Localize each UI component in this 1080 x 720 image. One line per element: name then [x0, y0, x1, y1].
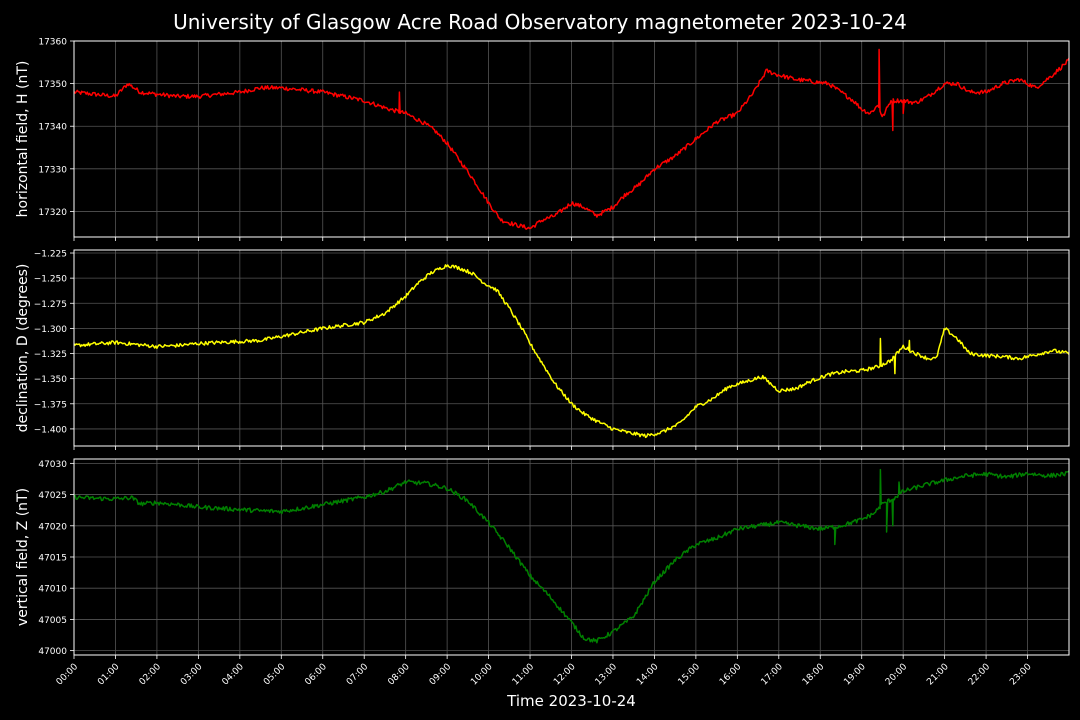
y-tick-label: −1.375 [34, 400, 67, 410]
x-tick-label: 01:00 [96, 662, 122, 688]
axes-frame [73, 40, 1070, 238]
series-Z [74, 468, 1069, 644]
y-tick-label: 17340 [38, 123, 67, 133]
x-tick-label: 16:00 [718, 662, 744, 688]
x-tick-label: 20:00 [884, 662, 910, 688]
x-axis-label: Time 2023-10-24 [506, 692, 636, 710]
x-tick-label: 09:00 [428, 662, 454, 688]
x-tick-label: 21:00 [925, 662, 951, 688]
y-tick-label: 47015 [38, 554, 67, 564]
x-tick-label: 22:00 [967, 662, 993, 688]
x-tick-label: 05:00 [262, 662, 288, 688]
x-tick-label: 08:00 [386, 662, 412, 688]
y-tick-label: 17360 [38, 38, 67, 48]
y-tick-label: −1.400 [34, 425, 68, 435]
y-tick-label: −1.300 [34, 325, 68, 335]
y-tick-label: −1.325 [34, 350, 67, 360]
x-tick-label: 19:00 [842, 662, 868, 688]
x-tick-label: 18:00 [801, 662, 827, 688]
x-tick-label: 14:00 [635, 662, 661, 688]
y-tick-label: −1.225 [34, 250, 67, 260]
x-tick-label: 04:00 [221, 662, 247, 688]
y-tick-label: 47000 [38, 647, 67, 657]
x-tick-label: 15:00 [677, 662, 703, 688]
y-tick-label: 47020 [38, 522, 67, 532]
x-tick-label: 13:00 [594, 662, 620, 688]
x-tick-label: 10:00 [469, 662, 495, 688]
x-tick-label: 11:00 [511, 662, 537, 688]
x-tick-label: 23:00 [1008, 662, 1034, 688]
y-tick-label: 47010 [38, 585, 67, 595]
x-tick-label: 00:00 [55, 662, 81, 688]
y-tick-label: −1.250 [34, 275, 68, 285]
x-tick-label: 17:00 [760, 662, 786, 688]
y-tick-label: 47025 [38, 491, 67, 501]
x-tick-label: 03:00 [179, 662, 205, 688]
y-axis-label: declination, D (degrees) [15, 264, 31, 433]
y-tick-label: −1.275 [34, 300, 67, 310]
y-tick-label: 17330 [38, 165, 67, 175]
series-D [74, 264, 1069, 439]
y-tick-label: 47005 [38, 616, 67, 626]
y-tick-label: 17320 [38, 208, 67, 218]
y-tick-label: 47030 [38, 460, 67, 470]
axes-frame [73, 249, 1070, 447]
series-H [74, 48, 1069, 230]
axes-frame [73, 458, 1070, 656]
y-axis-label: vertical field, Z (nT) [15, 488, 31, 626]
x-tick-label: 06:00 [303, 662, 329, 688]
y-tick-label: −1.350 [34, 375, 68, 385]
y-axis-label: horizontal field, H (nT) [15, 61, 31, 218]
x-tick-label: 07:00 [345, 662, 371, 688]
y-tick-label: 17350 [38, 80, 67, 90]
x-tick-label: 02:00 [138, 662, 164, 688]
x-tick-label: 12:00 [552, 662, 578, 688]
page-title: University of Glasgow Acre Road Observat… [173, 10, 907, 34]
